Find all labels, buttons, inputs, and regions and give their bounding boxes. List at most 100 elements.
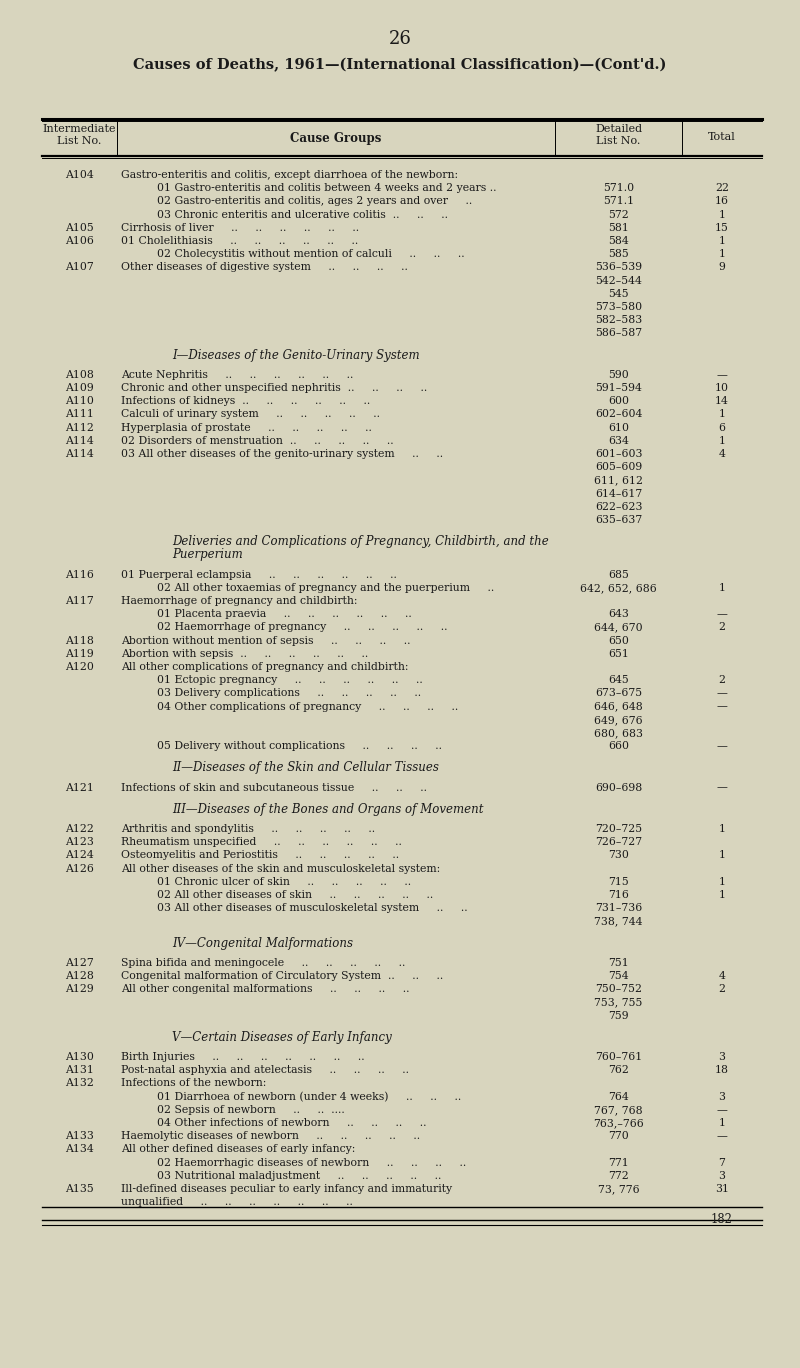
Text: All other defined diseases of early infancy:: All other defined diseases of early infa…: [121, 1145, 355, 1155]
Text: 01 Ectopic pregnancy     ..     ..     ..     ..     ..     ..: 01 Ectopic pregnancy .. .. .. .. .. ..: [157, 676, 422, 685]
Text: 635–637: 635–637: [595, 514, 642, 525]
Text: 2: 2: [718, 676, 726, 685]
Text: IV—Congenital Malformations: IV—Congenital Malformations: [172, 937, 353, 949]
Text: 02 Sepsis of newborn     ..     ..  ....: 02 Sepsis of newborn .. .. ....: [157, 1105, 345, 1115]
Text: 03 Delivery complications     ..     ..     ..     ..     ..: 03 Delivery complications .. .. .. .. ..: [157, 688, 421, 699]
Text: 3: 3: [718, 1052, 726, 1062]
Text: 182: 182: [711, 1213, 733, 1226]
Text: Post-natal asphyxia and atelectasis     ..     ..     ..     ..: Post-natal asphyxia and atelectasis .. .…: [121, 1066, 409, 1075]
Text: 643: 643: [608, 609, 629, 620]
Text: 545: 545: [608, 289, 629, 298]
Text: Detailed
List No.: Detailed List No.: [595, 124, 642, 145]
Text: Deliveries and Complications of Pregnancy, Childbirth, and the: Deliveries and Complications of Pregnanc…: [172, 535, 549, 549]
Text: A127: A127: [65, 958, 94, 967]
Text: Gastro-enteritis and colitis, except diarrhoea of the newborn:: Gastro-enteritis and colitis, except dia…: [121, 170, 458, 181]
Text: All other diseases of the skin and musculoskeletal system:: All other diseases of the skin and muscu…: [121, 863, 440, 874]
Text: 6: 6: [718, 423, 726, 432]
Text: 02 Gastro-enteritis and colitis, ages 2 years and over     ..: 02 Gastro-enteritis and colitis, ages 2 …: [157, 197, 472, 207]
Text: 685: 685: [608, 569, 629, 580]
Text: 01 Gastro-enteritis and colitis between 4 weeks and 2 years ..: 01 Gastro-enteritis and colitis between …: [157, 183, 497, 193]
Text: Causes of Deaths, 1961—(International Classification)—(Cont'd.): Causes of Deaths, 1961—(International Cl…: [134, 57, 666, 73]
Text: A110: A110: [65, 397, 94, 406]
Text: A123: A123: [65, 837, 94, 847]
Text: 3: 3: [718, 1171, 726, 1181]
Text: 02 All other diseases of skin     ..     ..     ..     ..     ..: 02 All other diseases of skin .. .. .. .…: [157, 891, 434, 900]
Text: 573–580: 573–580: [595, 302, 642, 312]
Text: 01 Chronic ulcer of skin     ..     ..     ..     ..     ..: 01 Chronic ulcer of skin .. .. .. .. ..: [157, 877, 411, 886]
Text: A117: A117: [65, 596, 94, 606]
Text: 1: 1: [718, 877, 726, 886]
Text: 01 Puerperal eclampsia     ..     ..     ..     ..     ..     ..: 01 Puerperal eclampsia .. .. .. .. .. ..: [121, 569, 397, 580]
Text: Cause Groups: Cause Groups: [290, 131, 382, 145]
Text: 754: 754: [608, 971, 629, 981]
Text: 772: 772: [608, 1171, 629, 1181]
Text: A106: A106: [65, 237, 94, 246]
Text: A114: A114: [65, 436, 94, 446]
Text: Hyperplasia of prostate     ..     ..     ..     ..     ..: Hyperplasia of prostate .. .. .. .. ..: [121, 423, 372, 432]
Text: 1: 1: [718, 583, 726, 592]
Text: unqualified     ..     ..     ..     ..     ..     ..     ..: unqualified .. .. .. .. .. .. ..: [121, 1197, 353, 1207]
Text: I—Diseases of the Genito-Urinary System: I—Diseases of the Genito-Urinary System: [172, 349, 420, 361]
Text: 751: 751: [608, 958, 629, 967]
Text: A116: A116: [65, 569, 94, 580]
Text: 18: 18: [715, 1066, 729, 1075]
Text: Haemorrhage of pregnancy and childbirth:: Haemorrhage of pregnancy and childbirth:: [121, 596, 358, 606]
Text: 660: 660: [608, 741, 629, 751]
Text: Infections of the newborn:: Infections of the newborn:: [121, 1078, 266, 1089]
Text: 15: 15: [715, 223, 729, 233]
Text: 1: 1: [718, 436, 726, 446]
Text: 582–583: 582–583: [595, 315, 642, 326]
Text: 4: 4: [718, 449, 726, 460]
Text: 26: 26: [389, 30, 411, 48]
Text: A119: A119: [65, 648, 94, 659]
Text: 3: 3: [718, 1092, 726, 1101]
Text: 01 Cholelithiasis     ..     ..     ..     ..     ..     ..: 01 Cholelithiasis .. .. .. .. .. ..: [121, 237, 358, 246]
Text: Abortion with sepsis  ..     ..     ..     ..     ..     ..: Abortion with sepsis .. .. .. .. .. ..: [121, 648, 368, 659]
Text: —: —: [717, 702, 727, 711]
Text: 602–604: 602–604: [595, 409, 642, 420]
Text: A134: A134: [65, 1145, 94, 1155]
Text: A118: A118: [65, 636, 94, 646]
Text: A132: A132: [65, 1078, 94, 1089]
Text: 650: 650: [608, 636, 629, 646]
Text: Puerperium: Puerperium: [172, 549, 242, 561]
Text: 622–623: 622–623: [594, 502, 642, 512]
Text: 673–675: 673–675: [595, 688, 642, 699]
Text: 610: 610: [608, 423, 629, 432]
Text: Congenital malformation of Circulatory System  ..     ..     ..: Congenital malformation of Circulatory S…: [121, 971, 443, 981]
Text: A124: A124: [65, 851, 94, 860]
Text: 31: 31: [715, 1183, 729, 1194]
Text: 680, 683: 680, 683: [594, 728, 643, 737]
Text: 1: 1: [718, 409, 726, 420]
Text: All other complications of pregnancy and childbirth:: All other complications of pregnancy and…: [121, 662, 409, 672]
Text: Haemolytic diseases of newborn     ..     ..     ..     ..     ..: Haemolytic diseases of newborn .. .. .. …: [121, 1131, 420, 1141]
Text: 4: 4: [718, 971, 726, 981]
Text: A111: A111: [65, 409, 94, 420]
Text: 01 Placenta praevia     ..     ..     ..     ..     ..     ..: 01 Placenta praevia .. .. .. .. .. ..: [157, 609, 412, 620]
Text: 590: 590: [608, 369, 629, 380]
Text: 764: 764: [608, 1092, 629, 1101]
Text: All other congenital malformations     ..     ..     ..     ..: All other congenital malformations .. ..…: [121, 984, 410, 995]
Text: A104: A104: [65, 170, 94, 181]
Text: 02 All other toxaemias of pregnancy and the puerperium     ..: 02 All other toxaemias of pregnancy and …: [157, 583, 494, 592]
Text: A129: A129: [65, 984, 94, 995]
Text: 10: 10: [715, 383, 729, 393]
Text: 770: 770: [608, 1131, 629, 1141]
Text: 600: 600: [608, 397, 629, 406]
Text: 03 Nutritional maladjustment     ..     ..     ..     ..     ..: 03 Nutritional maladjustment .. .. .. ..…: [157, 1171, 442, 1181]
Text: A112: A112: [65, 423, 94, 432]
Text: —: —: [717, 782, 727, 792]
Text: —: —: [717, 609, 727, 620]
Text: Infections of skin and subcutaneous tissue     ..     ..     ..: Infections of skin and subcutaneous tiss…: [121, 782, 427, 792]
Text: 591–594: 591–594: [595, 383, 642, 393]
Text: 04 Other complications of pregnancy     ..     ..     ..     ..: 04 Other complications of pregnancy .. .…: [157, 702, 458, 711]
Text: 02 Cholecystitis without mention of calculi     ..     ..     ..: 02 Cholecystitis without mention of calc…: [157, 249, 465, 259]
Text: —: —: [717, 1131, 727, 1141]
Text: 715: 715: [608, 877, 629, 886]
Text: 716: 716: [608, 891, 629, 900]
Text: A133: A133: [65, 1131, 94, 1141]
Text: Total: Total: [708, 131, 736, 142]
Text: A120: A120: [65, 662, 94, 672]
Text: 753, 755: 753, 755: [594, 997, 642, 1007]
Text: 2: 2: [718, 984, 726, 995]
